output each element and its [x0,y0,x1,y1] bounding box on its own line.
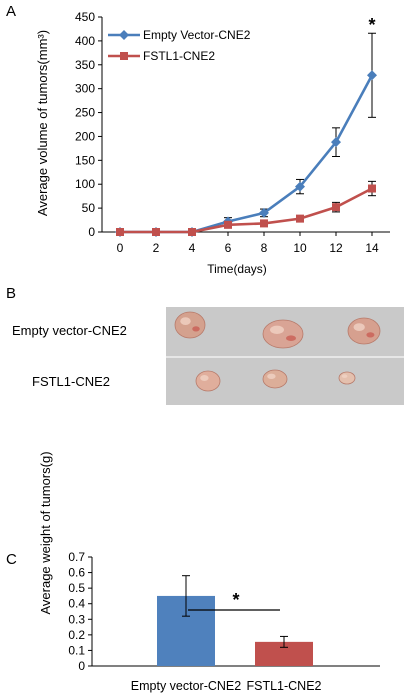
tumor-blood-spot [192,326,200,332]
tumor-sample [174,311,206,339]
bar-chart-y-tick-label: 0.1 [68,643,85,657]
legend-label: Empty Vector-CNE2 [143,28,251,42]
data-point-square [224,220,232,229]
photo-row-label-empty: Empty vector-CNE2 [12,323,127,338]
panel-label-b: B [6,285,16,302]
data-point-diamond [331,137,341,148]
line-chart-x-tick-label: 10 [293,241,307,255]
line-chart-x-tick-label: 6 [225,241,232,255]
data-point-square [152,228,160,236]
tumor-sample [347,317,381,345]
line-chart-x-tick-label: 12 [329,241,343,255]
line-chart-x-label: Time(days) [207,262,267,276]
line-chart-x-tick-label: 14 [365,241,379,255]
tumor-sample [262,319,304,349]
line-chart-y-tick-label: 0 [88,225,95,239]
data-point-diamond [259,207,269,218]
bar-chart-y-tick-label: 0.2 [68,628,85,642]
line-chart-y-tick-label: 450 [75,10,95,24]
line-chart-y-tick-label: 300 [75,82,95,96]
data-point-square [368,184,376,193]
line-chart-y-tick-label: 200 [75,129,95,143]
bar-chart-y-tick-label: 0.5 [68,581,85,595]
weight-bar-chart: 0 0.10.2 0.30.4 0.50.6 0.7 Empty vector-CNE2… [38,451,380,693]
line-chart-x-tick-label: 4 [189,241,196,255]
bar-chart-y-tick-label: 0.3 [68,612,85,626]
panel-label-c: C [6,551,17,568]
bar-chart-axes [91,557,380,667]
line-chart-legend: Empty Vector-CNE2 FSTL1-CNE2 [108,28,251,63]
line-chart-y-tick-label: 150 [75,153,95,167]
tumor-highlight [200,375,209,381]
line-chart-series [115,32,377,237]
legend-marker-square [120,52,128,60]
bar-chart-y-label: Average weight of tumors(g) [38,451,53,614]
data-point-square [188,228,196,236]
line-chart-y-tick-label: 400 [75,34,95,48]
data-point-square [260,219,268,228]
data-point-diamond [367,70,377,81]
tumor-highlight [353,323,365,331]
tumor-sample [338,371,356,385]
bar-chart-y-tick-label: 0.6 [68,566,85,580]
line-chart-y-tick-label: 250 [75,106,95,120]
bar-category-label: Empty vector-CNE2 [131,679,241,693]
line-chart-y-tick-label: 350 [75,58,95,72]
series-line-2 [120,187,373,234]
tumor-highlight [180,317,191,325]
line-chart-y-label: Average volume of tumors(mm³) [35,30,50,216]
bar-chart-y-tick-label: 0.7 [68,550,85,564]
tumor-photo-panel: Empty vector-CNE2 FSTL1-CNE2 [12,307,404,405]
line-chart-x-tick-label: 0 [117,241,124,255]
tumor-highlight [341,374,348,379]
tumor-highlight [270,325,284,334]
bar-chart-y-tick-label: 0.4 [68,597,85,611]
data-point-square [296,214,304,223]
tumor-highlight [267,373,276,379]
tumor-samples [174,311,381,392]
volume-line-chart: 0 50 100 150 200 250 300 350 400 450 0 2 4 6 8 10 12 14 T… [35,10,390,276]
tumor-sample [195,370,221,392]
data-point-square [116,228,124,236]
tumor-sample [262,369,288,389]
bar-chart-bars: Empty vector-CNE2 FSTL1-CNE2 [131,575,322,693]
legend-label: FSTL1-CNE2 [143,49,215,63]
data-point-diamond [295,181,305,192]
line-chart-ticks: 0 50 100 150 200 250 300 350 400 450 0 2 4 6 8 10 12 14 [75,10,379,255]
bar-category-label: FSTL1-CNE2 [246,679,321,693]
tumor-blood-spot [286,335,296,342]
bar-chart-y-tick-label: 0 [78,659,85,673]
legend-marker-diamond [119,30,129,40]
panel-label-a: A [6,3,16,20]
photo-row-label-fstl1: FSTL1-CNE2 [32,374,110,389]
line-chart-y-tick-label: 50 [82,201,96,215]
bar-chart-significance-star: * [232,590,239,610]
data-point-square [332,203,340,212]
line-chart-x-tick-label: 2 [153,241,160,255]
line-chart-x-tick-label: 8 [261,241,268,255]
bar-chart-ticks: 0 0.10.2 0.30.4 0.50.6 0.7 [68,550,92,673]
line-chart-y-tick-label: 100 [75,177,95,191]
line-chart-significance-star: * [368,15,375,35]
tumor-blood-spot [366,332,375,338]
